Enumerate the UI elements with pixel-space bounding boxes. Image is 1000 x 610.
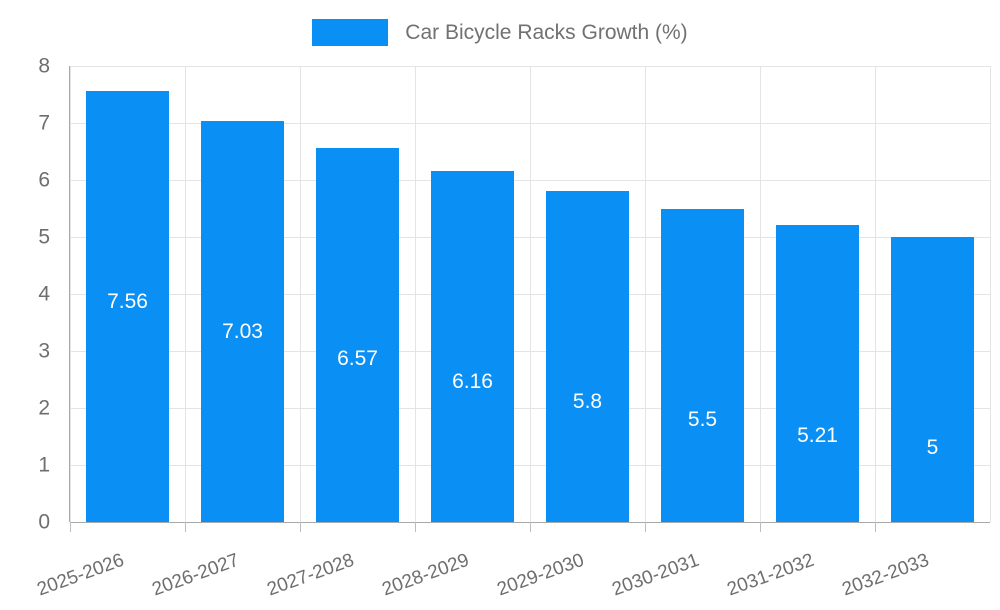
bar-value-label: 6.16 (452, 369, 493, 393)
bar-value-label: 5.8 (572, 390, 603, 414)
bar-value-label: 7.03 (222, 320, 263, 344)
x-axis-label: 2032-2033 (839, 549, 932, 601)
bar[interactable]: 7.56 (86, 91, 169, 522)
y-axis-label: 1 (38, 453, 50, 477)
bar[interactable]: 7.03 (201, 121, 284, 522)
x-axis-label: 2027-2028 (264, 549, 357, 601)
vertical-gridline (185, 66, 186, 522)
x-axis-tick (300, 522, 301, 532)
x-axis-label: 2029-2030 (494, 549, 587, 601)
bar-value-label: 5.5 (687, 407, 718, 431)
plot-area: 0 1 2 3 4 5 6 7 8 7.56 7.03 6.57 6.16 5.8 5.5 5.21 5 20… (34, 56, 991, 601)
bar[interactable]: 5.21 (776, 225, 859, 522)
x-axis-tick (70, 522, 71, 532)
x-axis-tick (415, 522, 416, 532)
vertical-gridline (760, 66, 761, 522)
y-axis-label: 4 (38, 282, 50, 306)
y-axis-label: 8 (38, 54, 50, 78)
bar[interactable]: 6.57 (316, 147, 399, 522)
bar-value-label: 7.56 (107, 290, 148, 314)
bar[interactable]: 5.5 (661, 208, 744, 522)
chart-legend: Car Bicycle Racks Growth (%) (0, 14, 1000, 50)
y-axis-label: 5 (38, 225, 50, 249)
y-axis-label: 6 (38, 168, 50, 192)
vertical-gridline (415, 66, 416, 522)
x-axis-label: 2028-2029 (379, 549, 472, 601)
bar[interactable]: 5.8 (546, 191, 629, 522)
x-axis-tick (760, 522, 761, 532)
legend-label: Car Bicycle Racks Growth (%) (405, 20, 688, 44)
x-axis-label: 2030-2031 (609, 549, 702, 601)
bar-value-label: 5.21 (797, 424, 838, 448)
y-axis-label: 0 (38, 510, 50, 534)
x-axis-label: 2025-2026 (34, 549, 127, 601)
vertical-gridline (70, 66, 71, 522)
bar[interactable]: 5 (891, 237, 974, 522)
y-axis-label: 3 (38, 339, 50, 363)
vertical-gridline (645, 66, 646, 522)
bar-value-label: 5 (926, 436, 939, 459)
y-axis-label: 2 (38, 396, 50, 420)
x-axis-tick (185, 522, 186, 532)
x-axis-tick (530, 522, 531, 532)
vertical-gridline (300, 66, 301, 522)
x-axis-tick (875, 522, 876, 532)
vertical-gridline (990, 66, 991, 522)
legend-color-swatch (312, 18, 389, 46)
bar[interactable]: 6.16 (431, 170, 514, 522)
y-axis-label: 7 (38, 111, 50, 135)
x-axis-label: 2026-2027 (149, 549, 242, 601)
x-axis-label: 2031-2032 (724, 549, 817, 601)
x-axis-tick (645, 522, 646, 532)
bar-value-label: 6.57 (337, 346, 378, 370)
vertical-gridline (875, 66, 876, 522)
vertical-gridline (530, 66, 531, 522)
